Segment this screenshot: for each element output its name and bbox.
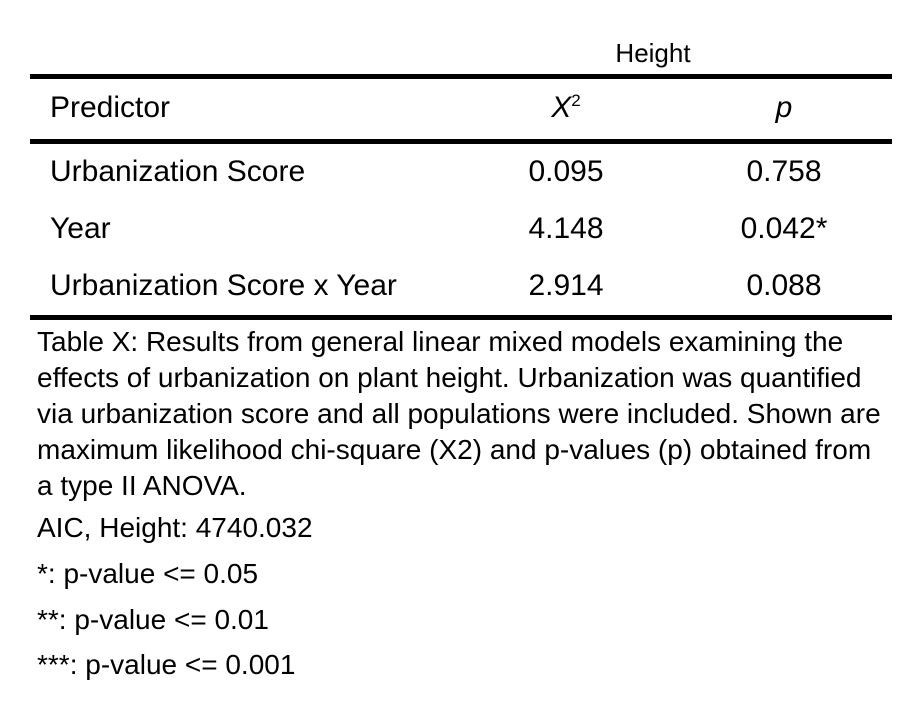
row-chi-square: 2.914: [528, 269, 604, 302]
row-predictor: Year: [50, 212, 111, 245]
table-header-rule: [30, 139, 892, 144]
row-p-value: 0.042*: [740, 212, 828, 245]
significance-note-3: ***: p-value <= 0.001: [37, 649, 296, 680]
aic-note: AIC, Height: 4740.032: [37, 512, 313, 543]
column-header-predictor: Predictor: [50, 91, 171, 124]
row-p-value: 0.758: [746, 155, 822, 188]
significance-note-2: **: p-value <= 0.01: [37, 604, 269, 635]
row-predictor: Urbanization Score x Year: [50, 269, 397, 302]
row-p-value: 0.088: [746, 269, 822, 302]
row-chi-square: 0.095: [528, 155, 604, 188]
row-predictor: Urbanization Score: [50, 155, 306, 188]
row-chi-square: 4.148: [528, 212, 604, 245]
chi-square-superscript: 2: [571, 91, 581, 110]
column-header-chi-square: X2: [496, 90, 636, 126]
column-header-p-value: p: [775, 91, 793, 124]
table-top-rule: [30, 74, 892, 79]
column-group-header: Height: [615, 38, 691, 68]
table-caption: Table X: Results from general linear mix…: [37, 326, 881, 501]
significance-note-1: *: p-value <= 0.05: [37, 558, 259, 589]
chi-square-symbol: X: [551, 91, 572, 124]
table-bottom-rule: [30, 315, 892, 320]
